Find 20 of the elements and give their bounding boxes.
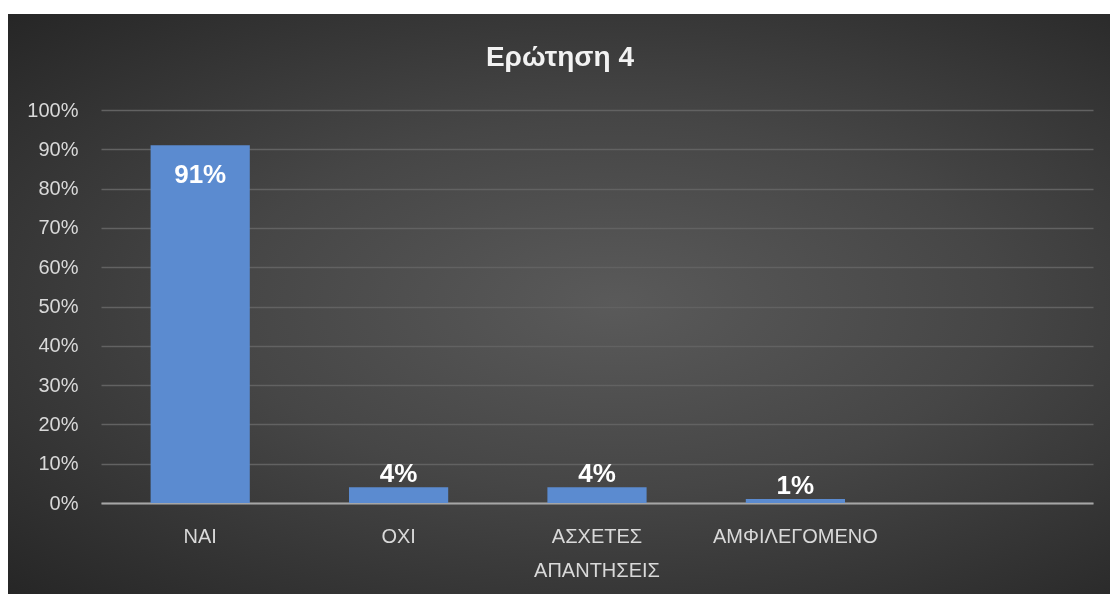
y-tick-label: 50%	[38, 295, 79, 317]
y-tick-label: 10%	[38, 452, 79, 475]
y-tick-label: 30%	[38, 373, 79, 396]
data-label: 4%	[578, 458, 616, 489]
x-tick-label: ΑΣΧΕΤΕΣ ΑΠΑΝΤΗΣΕΙΣ	[534, 524, 660, 581]
data-label: 1%	[776, 470, 815, 501]
y-tick-label: 0%	[49, 491, 79, 514]
data-label: 4%	[379, 458, 418, 489]
x-tick-label: ΑΜΦΙΛΕΓΟΜΕΝΟ	[713, 524, 878, 547]
data-label: 91%	[174, 159, 227, 190]
chart-title: Ερώτηση 4	[485, 41, 635, 72]
y-tick-label: 60%	[38, 255, 79, 278]
y-tick-label: 80%	[38, 177, 79, 200]
y-tick-label: 40%	[38, 334, 79, 357]
y-tick-label: 90%	[38, 137, 79, 160]
y-tick-label: 20%	[38, 412, 79, 435]
x-tick-label: ΟΧΙ	[381, 524, 416, 547]
y-tick-label: 70%	[38, 216, 79, 239]
y-tick-label: 100%	[27, 98, 79, 121]
x-tick-label: ΝΑΙ	[183, 524, 217, 547]
